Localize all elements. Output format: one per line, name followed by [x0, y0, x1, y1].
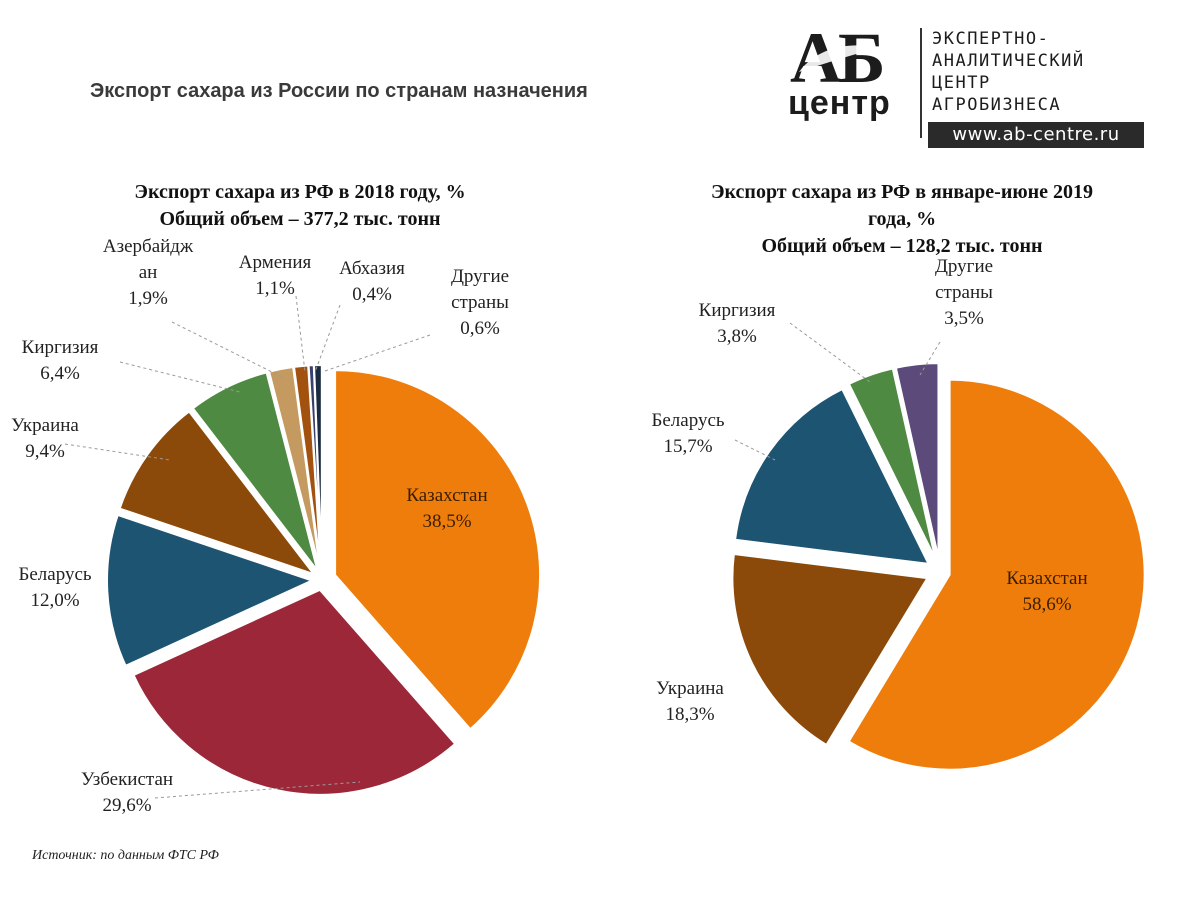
logo-line-3: ЦЕНТР — [932, 73, 991, 93]
leader-line — [119, 361, 241, 393]
slice-category-label: ан — [139, 262, 158, 283]
slice-value-label: 12,0% — [30, 590, 79, 611]
slice-category-label: Другие — [935, 256, 993, 277]
slice-value-label: 58,6% — [1022, 594, 1071, 615]
slice-value-label: 18,3% — [665, 704, 714, 725]
slice-value-label: 3,8% — [717, 326, 757, 347]
leaf-icon — [799, 45, 879, 72]
pie-chart-1: Экспорт сахара из РФ в 2018 году, % Общий… — [11, 181, 542, 816]
logo-line-2: АНАЛИТИЧЕСКИЙ — [932, 51, 1085, 71]
pie-slice — [118, 410, 317, 577]
slice-category-label: Азербайдж — [103, 236, 194, 257]
slice-category-label: страны — [935, 282, 993, 303]
source-note: Источник: по данным ФТС РФ — [32, 848, 219, 863]
slice-value-label: 29,6% — [102, 795, 151, 816]
pie-slice — [847, 378, 1146, 771]
logo-word: центр — [788, 84, 891, 122]
leader-line — [171, 321, 285, 379]
slice-category-label: Узбекистан — [81, 769, 173, 790]
slice-category-label: Казахстан — [1006, 568, 1087, 589]
chart-title-line: Общий объем – 377,2 тыс. тонн — [159, 208, 440, 230]
pie-slice — [334, 369, 542, 731]
pie-chart-2: Экспорт сахара из РФ в январе-июне 2019 г… — [651, 181, 1146, 771]
pie-slice — [731, 552, 930, 747]
slice-value-label: 0,4% — [352, 284, 392, 305]
leader-line — [789, 322, 871, 383]
logo-divider — [920, 28, 922, 138]
chart-title-line: Экспорт сахара из РФ в январе-июне 2019 — [711, 181, 1093, 203]
chart-title-line: Общий объем – 128,2 тыс. тонн — [761, 235, 1042, 257]
slice-category-label: Беларусь — [18, 564, 91, 585]
pie-slice — [191, 371, 319, 572]
pie-slice — [132, 588, 457, 796]
slice-category-label: Украина — [656, 678, 724, 699]
ab-centre-logo: АБ центр ЭКСПЕРТНО- АНАЛИТИЧЕСКИЙ ЦЕНТР … — [780, 22, 1180, 152]
slice-value-label: 0,6% — [460, 318, 500, 339]
slice-category-label: Киргизия — [22, 337, 99, 358]
pie-slice — [894, 362, 940, 559]
slice-value-label: 1,1% — [255, 278, 295, 299]
slice-value-label: 6,4% — [40, 363, 80, 384]
pie-slice — [313, 364, 323, 571]
leader-line — [154, 781, 361, 799]
slice-category-label: Казахстан — [406, 485, 487, 506]
page-title: Экспорт сахара из России по странам назн… — [90, 80, 588, 102]
leader-line — [295, 295, 306, 373]
leader-line — [734, 439, 776, 461]
slice-category-label: Абхазия — [339, 258, 405, 279]
slice-value-label: 3,5% — [944, 308, 984, 329]
slice-category-label: Беларусь — [651, 410, 724, 431]
leader-line — [919, 341, 941, 376]
logo-line-1: ЭКСПЕРТНО- — [932, 29, 1050, 49]
pie-slice — [106, 513, 315, 668]
slice-category-label: Киргизия — [699, 300, 776, 321]
slice-category-label: страны — [451, 292, 509, 313]
pie-slice — [847, 367, 937, 560]
slice-category-label: Другие — [451, 266, 509, 287]
logo-line-4: АГРОБИЗНЕСА — [932, 95, 1062, 115]
slice-category-label: Украина — [11, 415, 79, 436]
slice-category-label: Армения — [239, 252, 312, 273]
logo-mark: АБ центр — [780, 22, 920, 132]
slice-value-label: 38,5% — [422, 511, 471, 532]
slice-value-label: 9,4% — [25, 441, 65, 462]
leader-line — [314, 304, 341, 373]
chart-title-line: года, % — [868, 208, 936, 230]
slice-value-label: 15,7% — [663, 436, 712, 457]
logo-url[interactable]: www.ab-centre.ru — [928, 122, 1144, 148]
chart-title-line: Экспорт сахара из РФ в 2018 году, % — [134, 181, 465, 203]
leader-line — [321, 334, 431, 373]
slice-value-label: 1,9% — [128, 288, 168, 309]
pie-slice — [733, 387, 931, 566]
